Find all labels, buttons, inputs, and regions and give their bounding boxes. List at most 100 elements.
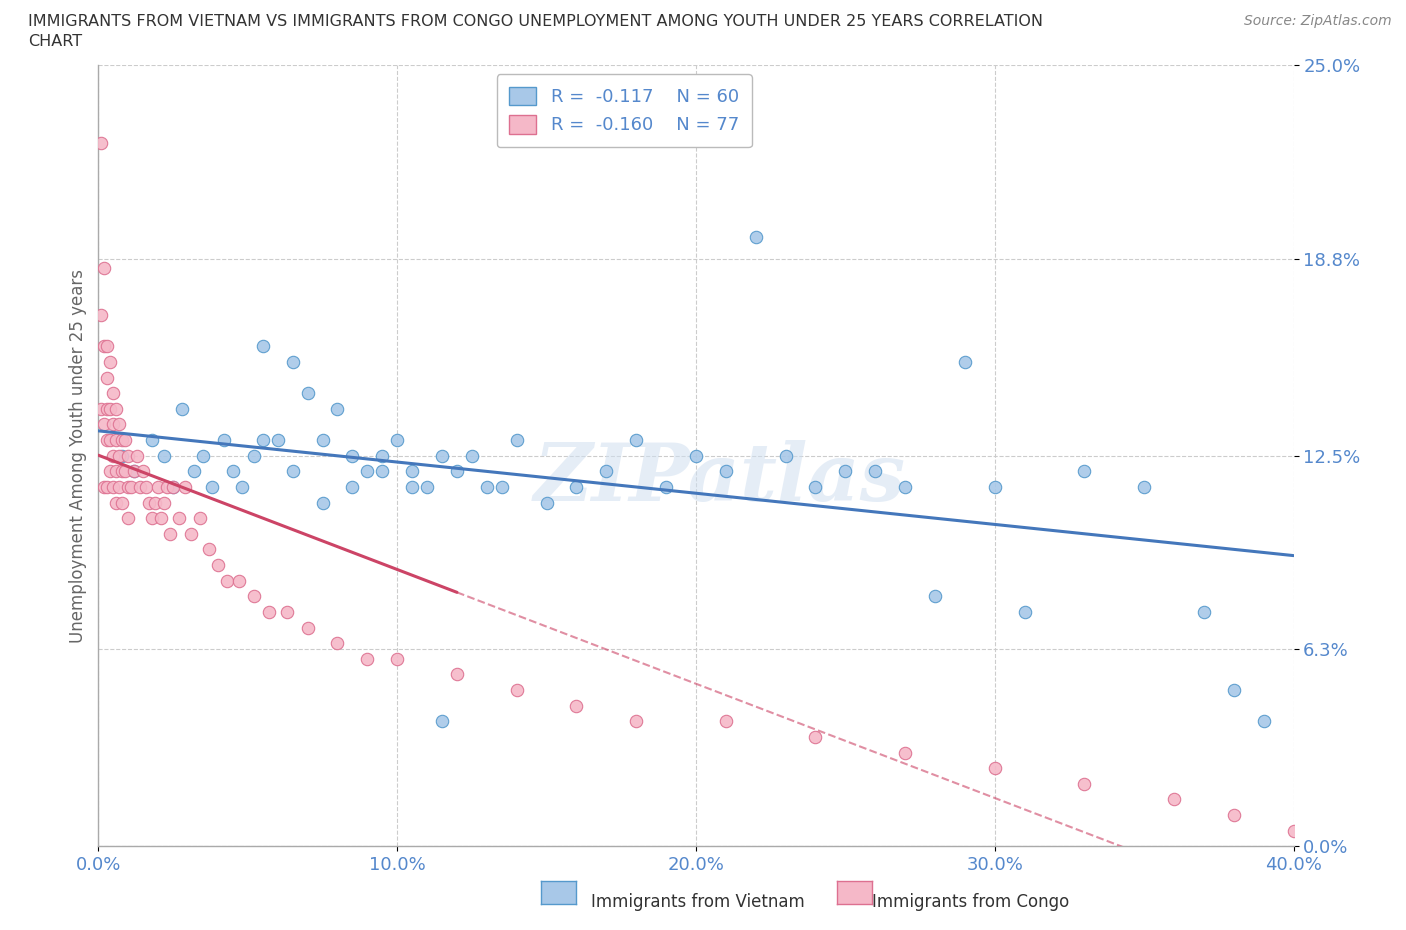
Point — [924, 589, 946, 604]
Point — [371, 448, 394, 463]
Text: Immigrants from Congo: Immigrants from Congo — [872, 893, 1069, 911]
Point — [183, 464, 205, 479]
Point — [276, 604, 298, 619]
Point — [201, 480, 224, 495]
Point — [93, 260, 115, 275]
Point — [96, 402, 118, 417]
Point — [96, 370, 118, 385]
Point — [103, 448, 125, 463]
Point — [953, 354, 976, 369]
Point — [714, 464, 737, 479]
Point — [124, 464, 146, 479]
Point — [252, 432, 274, 447]
Point — [326, 402, 349, 417]
Point — [96, 339, 118, 353]
Point — [117, 511, 139, 525]
Point — [117, 448, 139, 463]
Text: ZIPatlas: ZIPatlas — [534, 441, 905, 518]
Point — [191, 448, 214, 463]
Point — [626, 714, 648, 729]
Point — [212, 432, 235, 447]
Point — [401, 464, 423, 479]
Point — [565, 480, 588, 495]
Point — [371, 464, 394, 479]
Point — [1192, 604, 1215, 619]
Point — [356, 464, 378, 479]
Point — [111, 432, 134, 447]
Point — [243, 448, 266, 463]
Point — [117, 480, 139, 495]
Point — [141, 432, 163, 447]
Point — [385, 432, 409, 447]
Point — [595, 464, 617, 479]
Point — [326, 636, 349, 651]
Point — [167, 511, 190, 525]
Point — [1223, 683, 1246, 698]
Point — [90, 136, 112, 151]
Point — [90, 308, 112, 323]
Point — [111, 464, 134, 479]
Point — [180, 526, 202, 541]
Point — [96, 432, 118, 447]
Point — [135, 480, 157, 495]
Point — [231, 480, 253, 495]
Point — [103, 417, 125, 432]
Point — [105, 432, 128, 447]
Point — [108, 480, 131, 495]
Point — [267, 432, 290, 447]
Point — [257, 604, 280, 619]
Point — [804, 480, 827, 495]
Point — [342, 448, 364, 463]
Point — [536, 495, 558, 510]
Point — [1282, 823, 1305, 838]
Point — [626, 432, 648, 447]
Point — [228, 573, 250, 588]
Point — [162, 480, 184, 495]
Point — [98, 464, 122, 479]
Point — [153, 448, 176, 463]
Point — [401, 480, 423, 495]
Point — [865, 464, 887, 479]
Point — [148, 480, 170, 495]
Point — [93, 480, 115, 495]
Point — [252, 339, 274, 353]
Text: Source: ZipAtlas.com: Source: ZipAtlas.com — [1244, 14, 1392, 28]
Point — [461, 448, 484, 463]
Point — [714, 714, 737, 729]
Point — [297, 386, 319, 401]
Point — [342, 480, 364, 495]
Point — [198, 542, 221, 557]
Point — [297, 620, 319, 635]
Point — [174, 480, 197, 495]
Point — [1253, 714, 1275, 729]
Point — [222, 464, 245, 479]
Point — [105, 402, 128, 417]
Point — [1073, 464, 1095, 479]
Point — [111, 448, 134, 463]
Text: Immigrants from Vietnam: Immigrants from Vietnam — [591, 893, 804, 911]
Point — [491, 480, 513, 495]
Point — [93, 417, 115, 432]
Point — [143, 495, 166, 510]
Point — [430, 448, 453, 463]
Point — [162, 480, 184, 495]
Point — [775, 448, 797, 463]
Point — [894, 745, 917, 760]
Point — [1223, 807, 1246, 822]
Point — [685, 448, 707, 463]
Point — [311, 432, 333, 447]
Point — [207, 558, 229, 573]
Point — [1163, 792, 1185, 807]
Point — [446, 464, 468, 479]
Point — [984, 480, 1007, 495]
Point — [356, 651, 378, 666]
Point — [103, 480, 125, 495]
Point — [150, 511, 173, 525]
Point — [114, 432, 136, 447]
Legend: R =  -0.117    N = 60, R =  -0.160    N = 77: R = -0.117 N = 60, R = -0.160 N = 77 — [496, 74, 752, 147]
Point — [105, 464, 128, 479]
Point — [506, 432, 529, 447]
Point — [188, 511, 211, 525]
Point — [114, 464, 136, 479]
Point — [446, 667, 468, 682]
